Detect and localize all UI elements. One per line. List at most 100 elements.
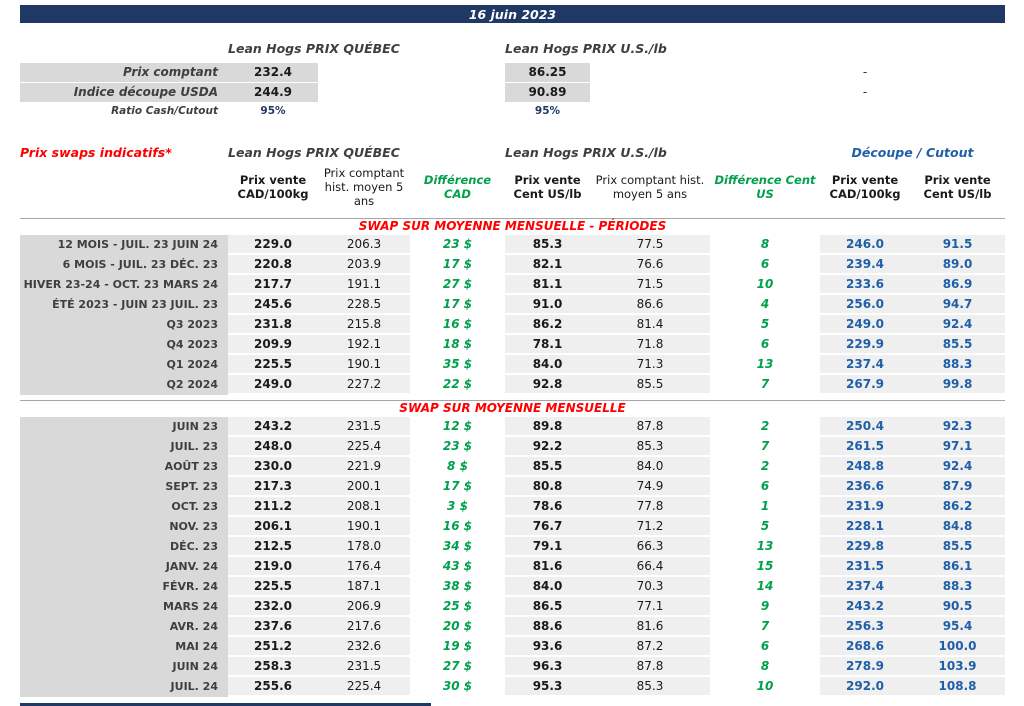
table-row: JUIL. 23 248.0 225.4 23 $92.2 85.3 7 261.5 97.1 — [20, 437, 1005, 458]
monthly-band: SWAP SUR MOYENNE MENSUELLE — [20, 400, 1005, 415]
cutout-cad-value: 237.4 — [820, 355, 910, 376]
periods-band-label: SWAP SUR MOYENNE MENSUELLE - PÉRIODES — [358, 219, 667, 234]
cutout-cad-value: 249.0 — [820, 315, 910, 336]
row-label: OCT. 23 — [20, 497, 228, 518]
cad-hist-value: 187.1 — [318, 577, 410, 598]
cutout-us-value: 86.9 — [910, 275, 1005, 296]
us-hist-value: 81.4 — [590, 315, 710, 336]
us-sale-value: 85.3 — [505, 235, 590, 256]
swaps-title: Prix swaps indicatifs* — [20, 145, 172, 160]
cutout-us-value: 86.2 — [910, 497, 1005, 518]
cutout-cad-value: 267.9 — [820, 375, 910, 396]
swaps-section-headers: Prix swaps indicatifs* Lean Hogs PRIX QU… — [20, 145, 1005, 161]
ratio-us-value: 95% — [534, 105, 561, 117]
us-hist-value: 71.5 — [590, 275, 710, 296]
us-diff-value: 1 — [710, 497, 820, 518]
row-label: Ratio Cash/Cutout — [111, 105, 218, 117]
us-hist-value: 86.6 — [590, 295, 710, 316]
us-diff-value: 8 — [710, 235, 820, 256]
row-label: MARS 24 — [20, 597, 228, 618]
us-sale-value: 89.8 — [505, 417, 590, 438]
us-sale-value: 93.6 — [505, 637, 590, 658]
table-row: Q2 2024 249.0 227.2 22 $92.8 85.5 7 267.9 99.8 — [20, 375, 1005, 396]
cad-hist-value: 221.9 — [318, 457, 410, 478]
cad-diff-value: 23 $ — [410, 235, 505, 256]
cad-hist-value: 232.6 — [318, 637, 410, 658]
us-sale-value: 84.0 — [505, 355, 590, 376]
cad-hist-value: 190.1 — [318, 355, 410, 376]
us-diff-value: 8 — [710, 657, 820, 678]
cutout-cad-value: 236.6 — [820, 477, 910, 498]
table-row: Q1 2024 225.5 190.1 35 $84.0 71.3 13 237.4 88.3 — [20, 355, 1005, 376]
row-label: AVR. 24 — [20, 617, 228, 638]
us-sale-value: 82.1 — [505, 255, 590, 276]
row-label: Q2 2024 — [20, 375, 228, 396]
us-sale-value: 91.0 — [505, 295, 590, 316]
table-row: Q4 2023 209.9 192.1 18 $78.1 71.8 6 229.9 85.5 — [20, 335, 1005, 356]
us-diff-value: 2 — [710, 417, 820, 438]
us-diff-value: 13 — [710, 537, 820, 558]
cutout-cad-value: 228.1 — [820, 517, 910, 538]
row-label: JUIL. 24 — [20, 677, 228, 698]
cutout-cad-value: 246.0 — [820, 235, 910, 256]
cutout-us-value: 89.0 — [910, 255, 1005, 276]
cad-diff-value: 17 $ — [410, 477, 505, 498]
table-row: NOV. 23 206.1 190.1 16 $76.7 71.2 5 228.1 84.8 — [20, 517, 1005, 538]
table-row: MARS 24 232.0 206.9 25 $86.5 77.1 9 243.2 90.5 — [20, 597, 1005, 618]
table-row: 6 MOIS - JUIL. 23 DÉC. 23 220.8 203.9 17 $8… — [20, 255, 1005, 276]
row-label: JUIL. 23 — [20, 437, 228, 458]
us-diff-value: 5 — [710, 315, 820, 336]
cad-sale-value: 220.8 — [228, 255, 318, 276]
cutout-header: Découpe / Cutout — [851, 145, 974, 160]
us-diff-value: 10 — [710, 275, 820, 296]
us-diff-value: 7 — [710, 437, 820, 458]
spot-us-value: 90.89 — [505, 83, 590, 102]
us-hist-value: 66.3 — [590, 537, 710, 558]
us-hist-value: 71.8 — [590, 335, 710, 356]
us-hist-value: 87.8 — [590, 657, 710, 678]
table-row: HIVER 23-24 - OCT. 23 MARS 24 217.7 191.1 2… — [20, 275, 1005, 296]
swaps-us-header: Lean Hogs PRIX U.S./lb — [505, 145, 667, 160]
cad-sale-value: 245.6 — [228, 295, 318, 316]
cad-hist-value: 231.5 — [318, 657, 410, 678]
us-hist-value: 85.3 — [590, 437, 710, 458]
spot-row-ratio: Ratio Cash/Cutout 95% 95% — [20, 103, 1005, 119]
cutout-cad-value: 256.3 — [820, 617, 910, 638]
cutout-us-value: 92.4 — [910, 457, 1005, 478]
cutout-cad-value: 278.9 — [820, 657, 910, 678]
cad-hist-value: 225.4 — [318, 437, 410, 458]
cutout-cad-value: 250.4 — [820, 417, 910, 438]
cad-diff-value: 3 $ — [410, 497, 505, 518]
us-sale-value: 86.5 — [505, 597, 590, 618]
cutout-cad-value: 229.8 — [820, 537, 910, 558]
cutout-us-value: 108.8 — [910, 677, 1005, 698]
cutout-us-value: 97.1 — [910, 437, 1005, 458]
us-sale-value: 96.3 — [505, 657, 590, 678]
us-diff-value: 7 — [710, 617, 820, 638]
cad-hist-value: 192.1 — [318, 335, 410, 356]
us-hist-value: 66.4 — [590, 557, 710, 578]
col-header-us-sale: Prix vente Cent US/lb — [513, 172, 582, 201]
us-sale-value: 92.2 — [505, 437, 590, 458]
cutout-cad-value: 268.6 — [820, 637, 910, 658]
cad-sale-value: 258.3 — [228, 657, 318, 678]
spot-cad-value: 244.9 — [228, 83, 318, 102]
us-hist-value: 77.5 — [590, 235, 710, 256]
cad-diff-value: 43 $ — [410, 557, 505, 578]
cutout-us-value: 88.3 — [910, 577, 1005, 598]
spot-quebec-header: Lean Hogs PRIX QUÉBEC — [228, 41, 400, 56]
us-diff-value: 5 — [710, 517, 820, 538]
table-row: JUIN 24 258.3 231.5 27 $96.3 87.8 8 278.9 103.9 — [20, 657, 1005, 678]
row-label: 6 MOIS - JUIL. 23 DÉC. 23 — [20, 255, 228, 276]
us-hist-value: 70.3 — [590, 577, 710, 598]
cad-sale-value: 225.5 — [228, 577, 318, 598]
cad-diff-value: 27 $ — [410, 275, 505, 296]
cad-sale-value: 231.8 — [228, 315, 318, 336]
us-sale-value: 88.6 — [505, 617, 590, 638]
us-hist-value: 81.6 — [590, 617, 710, 638]
column-headers: Prix vente CAD/100kg Prix comptant hist.… — [20, 166, 1005, 212]
cad-hist-value: 176.4 — [318, 557, 410, 578]
us-diff-value: 15 — [710, 557, 820, 578]
cad-diff-value: 20 $ — [410, 617, 505, 638]
spot-cad-value: 232.4 — [228, 63, 318, 82]
